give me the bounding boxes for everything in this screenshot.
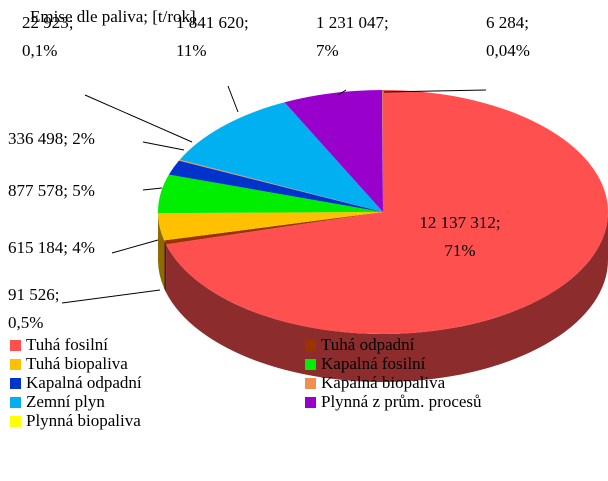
data-label-line: 11%: [176, 41, 207, 60]
legend-swatch: [10, 378, 21, 389]
data-label-line: 7%: [316, 41, 339, 60]
data-label-line: 1 231 047;: [316, 13, 389, 32]
leader-line: [383, 89, 487, 93]
data-label-line: 91 526;: [8, 285, 59, 304]
data-label: 91 526; 0,5%: [8, 285, 59, 332]
data-label-line: 12 137 312;: [419, 213, 500, 232]
legend-swatch: [10, 397, 21, 408]
leader-line: [61, 289, 161, 304]
legend-label: Kapalná odpadní: [26, 373, 142, 392]
data-label-line: 615 184; 4%: [8, 238, 95, 257]
legend-label: Zemní plyn: [26, 392, 105, 411]
data-label-line: 336 498; 2%: [8, 129, 95, 148]
legend-label: Kapalná fosilní: [321, 354, 426, 373]
data-label-line: 6 284;: [486, 13, 529, 32]
data-label: 6 284; 0,04%: [486, 13, 530, 60]
data-label: 12 137 312; 71%: [419, 213, 500, 260]
legend-swatch: [305, 378, 316, 389]
slice: [284, 90, 383, 212]
data-label: 615 184; 4%: [8, 238, 95, 257]
legend-swatch: [10, 359, 21, 370]
slice: [164, 212, 383, 245]
slice-side: [164, 240, 167, 293]
slice: [178, 159, 383, 212]
legend-swatch: [10, 416, 21, 427]
data-label: 1 231 047; 7%: [316, 13, 389, 60]
legend-label: Tuhá odpadní: [321, 335, 415, 354]
data-label-line: 22 923;: [22, 13, 73, 32]
slice-side: [166, 212, 608, 382]
slice-side: [158, 213, 165, 289]
slice: [382, 90, 383, 212]
data-label: 877 578; 5%: [8, 181, 95, 200]
data-label-line: 0,04%: [486, 41, 530, 60]
data-label-line: 0,1%: [22, 41, 57, 60]
data-label: 336 498; 2%: [8, 129, 95, 148]
legend-label: Tuhá fosilní: [26, 335, 108, 354]
data-label: 22 923; 0,1%: [22, 13, 73, 60]
slice: [168, 160, 383, 212]
leader-line: [111, 239, 159, 254]
legend-swatch: [10, 340, 21, 351]
chart-title: Emise dle paliva; [t/rok]: [30, 7, 196, 26]
leader-line: [337, 89, 347, 96]
slice: [179, 102, 383, 212]
legend-label: Tuhá biopaliva: [26, 354, 128, 373]
data-label-line: 1 841 620;: [176, 13, 249, 32]
data-label-line: 877 578; 5%: [8, 181, 95, 200]
leader-line: [142, 141, 185, 151]
data-label-line: 0,5%: [8, 313, 43, 332]
legend-swatch: [305, 340, 316, 351]
leader-line: [84, 94, 193, 143]
data-label-line: 71%: [444, 241, 475, 260]
legend-swatch: [305, 397, 316, 408]
legend-label: Kapalná biopaliva: [321, 373, 446, 392]
data-label: 1 841 620; 11%: [176, 13, 249, 60]
legend-swatch: [305, 359, 316, 370]
slice: [166, 90, 608, 334]
legend-label: Plynná biopaliva: [26, 411, 141, 430]
leader-line: [142, 187, 163, 191]
slice: [158, 212, 383, 241]
leader-line: [227, 85, 239, 113]
slice: [158, 174, 383, 214]
legend-label: Plynná z prům. procesů: [321, 392, 482, 411]
